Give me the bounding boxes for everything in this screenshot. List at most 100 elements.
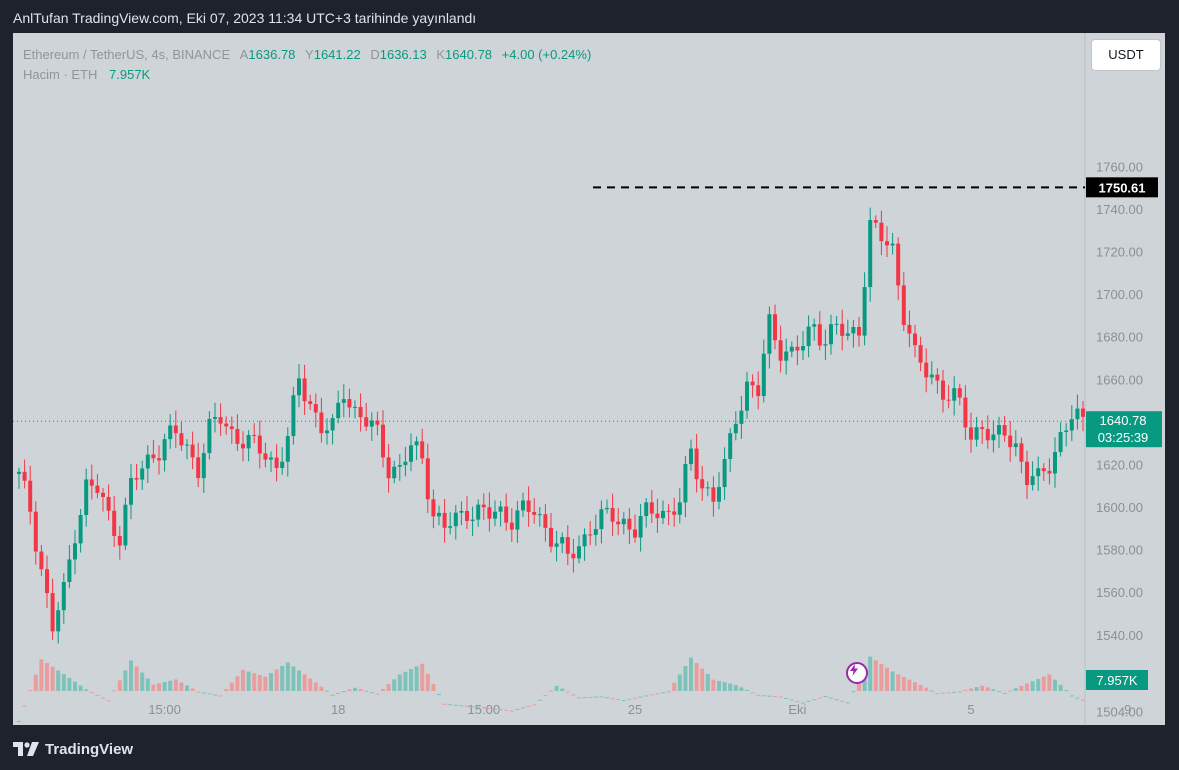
candle-body[interactable]: [453, 512, 458, 527]
candle-body[interactable]: [840, 323, 845, 336]
candle-body[interactable]: [649, 502, 654, 514]
candle-body[interactable]: [616, 521, 621, 525]
candle-body[interactable]: [319, 412, 324, 434]
candle-body[interactable]: [834, 323, 839, 325]
candle-body[interactable]: [1008, 435, 1013, 448]
candle-body[interactable]: [106, 496, 111, 511]
candle-body[interactable]: [157, 458, 161, 461]
candle-body[interactable]: [45, 569, 49, 594]
candle-body[interactable]: [593, 529, 598, 535]
candle-body[interactable]: [661, 510, 665, 519]
candle-body[interactable]: [257, 435, 262, 454]
candle-body[interactable]: [1013, 443, 1018, 448]
candle-body[interactable]: [241, 443, 245, 449]
candle-body[interactable]: [778, 340, 783, 361]
candle-body[interactable]: [582, 534, 587, 547]
candle-body[interactable]: [728, 433, 733, 460]
candle-body[interactable]: [431, 499, 436, 517]
candle-body[interactable]: [185, 444, 189, 446]
candle-body[interactable]: [481, 504, 486, 508]
candle-body[interactable]: [588, 534, 593, 536]
candle-body[interactable]: [1041, 468, 1046, 472]
candle-body[interactable]: [868, 220, 873, 288]
candle-body[interactable]: [274, 457, 279, 469]
volume-label[interactable]: Hacim · ETH: [23, 67, 98, 82]
candle-body[interactable]: [84, 479, 89, 515]
candle-body[interactable]: [1075, 408, 1080, 420]
candle-body[interactable]: [224, 423, 229, 427]
candle-body[interactable]: [795, 346, 800, 351]
candle-body[interactable]: [498, 506, 503, 512]
candle-body[interactable]: [504, 506, 509, 523]
candle-body[interactable]: [56, 610, 61, 632]
candle-body[interactable]: [773, 314, 777, 341]
candle-body[interactable]: [756, 385, 761, 397]
candle-body[interactable]: [1053, 451, 1057, 474]
candle-body[interactable]: [162, 439, 167, 461]
candle-body[interactable]: [560, 537, 565, 544]
candle-body[interactable]: [459, 510, 464, 513]
candle-body[interactable]: [61, 582, 66, 611]
candle-body[interactable]: [745, 381, 749, 411]
candle-body[interactable]: [330, 418, 335, 431]
candle-body[interactable]: [666, 510, 671, 512]
candle-body[interactable]: [543, 514, 548, 528]
candle-body[interactable]: [173, 425, 178, 434]
candle-body[interactable]: [879, 222, 884, 242]
candle-body[interactable]: [946, 399, 951, 401]
candle-body[interactable]: [907, 324, 912, 334]
candle-body[interactable]: [476, 504, 481, 520]
candle-body[interactable]: [145, 454, 150, 469]
candle-body[interactable]: [280, 461, 285, 469]
candle-body[interactable]: [465, 510, 469, 521]
candle-body[interactable]: [50, 593, 55, 632]
candle-body[interactable]: [263, 453, 268, 460]
candle-body[interactable]: [638, 516, 643, 538]
candle-body[interactable]: [812, 324, 817, 327]
candle-body[interactable]: [705, 487, 710, 489]
candle-body[interactable]: [532, 511, 537, 515]
candle-body[interactable]: [885, 241, 889, 246]
candle-body[interactable]: [851, 326, 856, 334]
candle-body[interactable]: [302, 378, 307, 402]
candle-body[interactable]: [935, 374, 940, 381]
candle-body[interactable]: [605, 507, 609, 510]
candle-body[interactable]: [420, 441, 425, 459]
candle-body[interactable]: [168, 425, 173, 440]
candle-body[interactable]: [196, 457, 201, 479]
candle-body[interactable]: [957, 388, 962, 398]
candle-body[interactable]: [963, 397, 968, 428]
candle-body[interactable]: [101, 492, 105, 497]
candle-body[interactable]: [677, 502, 682, 515]
candle-body[interactable]: [722, 459, 727, 488]
candle-body[interactable]: [285, 436, 290, 462]
candle-body[interactable]: [873, 220, 878, 223]
candle-body[interactable]: [33, 511, 38, 552]
candle-body[interactable]: [717, 487, 721, 502]
candle-body[interactable]: [487, 507, 492, 519]
candle-body[interactable]: [442, 512, 447, 528]
candle-body[interactable]: [151, 454, 156, 459]
candle-body[interactable]: [801, 346, 805, 351]
candle-body[interactable]: [364, 417, 369, 427]
candle-body[interactable]: [397, 465, 402, 467]
candle-body[interactable]: [521, 500, 525, 511]
candle-body[interactable]: [95, 485, 100, 493]
candle-body[interactable]: [252, 435, 257, 437]
candle-body[interactable]: [17, 471, 21, 474]
candle-body[interactable]: [565, 537, 570, 554]
candle-body[interactable]: [974, 427, 979, 440]
candle-body[interactable]: [694, 448, 699, 480]
candle-body[interactable]: [627, 518, 632, 530]
candle-body[interactable]: [862, 287, 867, 336]
lightning-icon[interactable]: [846, 662, 868, 684]
candle-body[interactable]: [913, 333, 917, 346]
candle-body[interactable]: [1064, 430, 1069, 433]
candle-body[interactable]: [985, 428, 990, 441]
candle-body[interactable]: [235, 429, 240, 444]
candlestick-chart[interactable]: 1760.00 1740.00 1720.00 1700.00 1680.00 1660.…: [13, 33, 1165, 725]
candle-body[interactable]: [700, 479, 705, 489]
candle-body[interactable]: [952, 388, 957, 401]
candle-body[interactable]: [269, 457, 273, 460]
candle-body[interactable]: [655, 513, 660, 519]
